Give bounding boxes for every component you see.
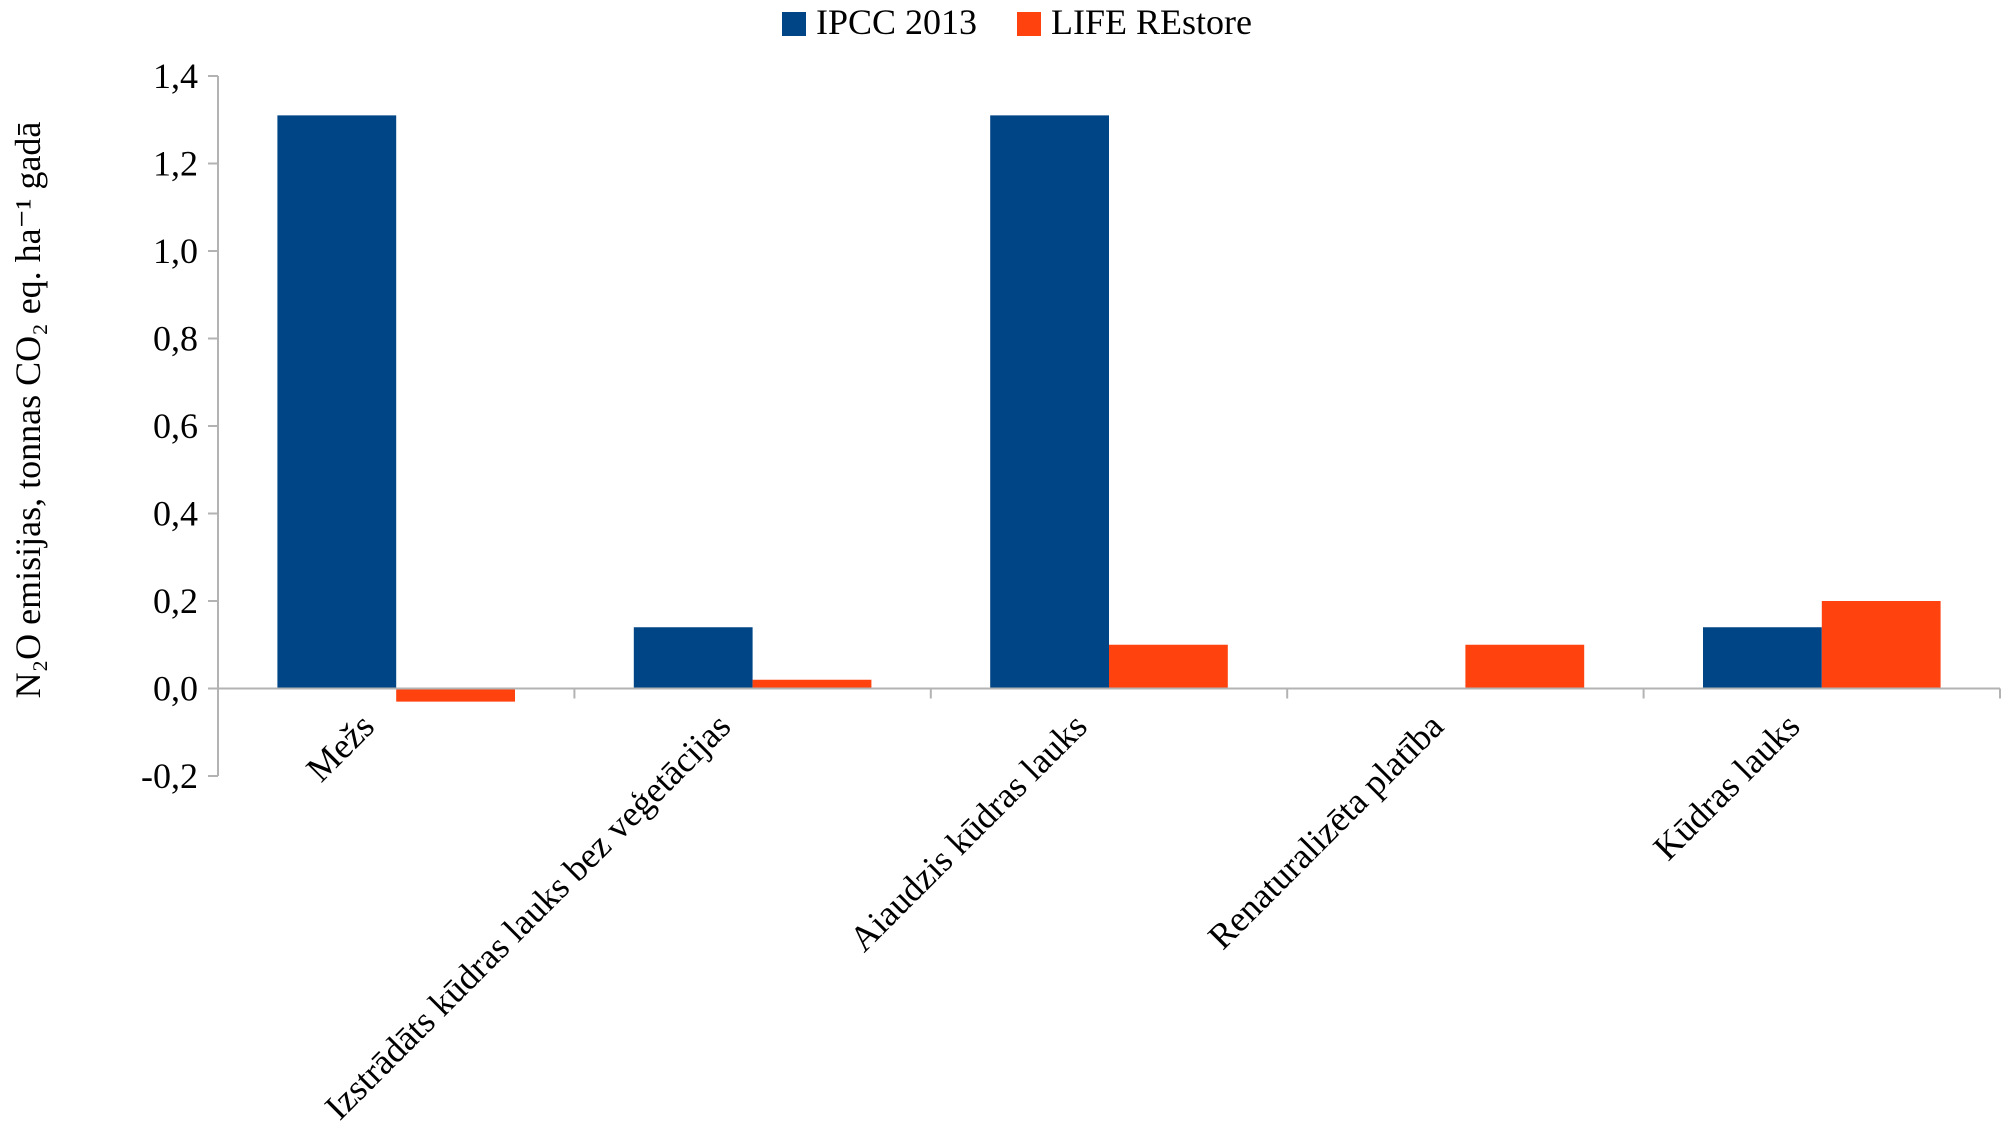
bar-life-restore [396, 688, 515, 702]
y-tick-label: 0,6 [153, 406, 198, 446]
y-axis-label: N₂O emisijas, tonnas CO₂ eq. ha⁻¹ gadā [8, 122, 48, 699]
bar-life-restore [1821, 601, 1941, 689]
y-tick-label: 0,4 [153, 494, 198, 534]
bar-life-restore [752, 679, 872, 689]
bar-life-restore [1109, 644, 1228, 689]
bar-ipcc [990, 115, 1109, 689]
category-label: Izstrādāts kūdras lauks bez veģetācijas [317, 706, 738, 1127]
y-tick-label: -0,2 [141, 756, 198, 796]
y-tick-label: 1,0 [153, 231, 198, 271]
category-label: Mežs [298, 706, 381, 789]
y-axis-ticks: -0,2 0,0 0,2 0,4 0,6 0,8 1,0 1,2 1,4 [141, 56, 218, 796]
legend-label: LIFE REstore [1051, 2, 1252, 42]
y-tick-label: 0,8 [153, 319, 198, 359]
category-label: Aiaudzis kūdras lauks [842, 706, 1095, 959]
y-tick-label: 0,0 [153, 669, 198, 709]
legend-label: IPCC 2013 [816, 2, 977, 42]
bar-ipcc [277, 115, 397, 689]
bar-life-restore [1465, 644, 1585, 689]
y-tick-label: 1,2 [153, 144, 198, 184]
category-label: Kūdras lauks [1646, 706, 1808, 868]
y-tick-label: 1,4 [153, 56, 198, 96]
category-label: Renaturalizēta platība [1200, 706, 1451, 957]
bars [277, 115, 1941, 702]
legend-swatch [782, 12, 806, 36]
axes [217, 76, 2001, 776]
legend-swatch [1017, 12, 1041, 36]
y-tick-label: 0,2 [153, 581, 198, 621]
bar-ipcc [633, 627, 753, 689]
legend: IPCC 2013 LIFE REstore [782, 2, 1252, 42]
bar-ipcc [1703, 627, 1822, 689]
